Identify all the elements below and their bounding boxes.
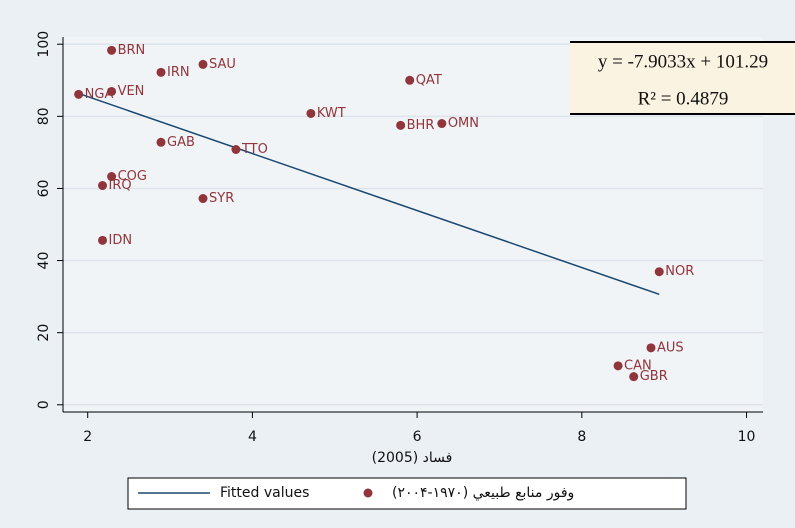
point-label: SAU <box>209 57 236 72</box>
point <box>437 119 447 129</box>
point <box>198 194 208 204</box>
x-tick-label: 8 <box>577 429 586 445</box>
point-label: CAN <box>624 358 652 373</box>
point <box>156 137 166 147</box>
point <box>654 267 664 277</box>
point-label: NGA <box>85 87 114 102</box>
point-label: IRN <box>167 65 190 80</box>
point <box>74 89 84 99</box>
legend-label: Fitted values <box>220 485 309 501</box>
point <box>98 235 108 245</box>
point <box>156 67 166 77</box>
y-tick-label: 0 <box>36 400 52 409</box>
point-label: NOR <box>665 264 694 279</box>
point-label: IDN <box>109 233 133 248</box>
x-axis-label: (2005) فساد <box>372 450 453 466</box>
point-label: GBR <box>640 369 668 384</box>
point-label: OMN <box>448 116 479 131</box>
y-tick-label: 40 <box>36 252 52 270</box>
r-squared: R² = 0.4879 <box>638 88 729 109</box>
point-label: BHR <box>407 118 435 133</box>
point-label: SYR <box>209 191 234 206</box>
point-label: GAB <box>167 135 195 150</box>
point <box>98 181 108 191</box>
point-label: IRQ <box>109 178 132 193</box>
y-tick-label: 80 <box>36 107 52 125</box>
point <box>231 145 241 154</box>
point-label: KWT <box>317 106 346 121</box>
x-tick-label: 6 <box>413 429 422 445</box>
point-label: BRN <box>118 43 146 58</box>
legend-marker <box>363 488 373 498</box>
point <box>107 172 117 182</box>
point <box>107 45 117 55</box>
equation: y = -7.9033x + 101.29 <box>598 51 768 72</box>
legend-items: Fitted values وفور منابع طبيعي (۱۹۷۰-۲۰۰۴… <box>138 485 574 501</box>
point <box>613 361 623 371</box>
equation-box <box>570 42 795 114</box>
point-label: AUS <box>657 340 684 355</box>
point-label: QAT <box>416 73 442 88</box>
x-tick-label: 10 <box>738 429 756 445</box>
y-tick-label: 60 <box>36 180 52 198</box>
point-label: TTO <box>241 142 268 157</box>
y-tick-label: 20 <box>36 324 52 342</box>
legend-label: وفور منابع طبيعي (۱۹۷۰-۲۰۰۴) <box>392 485 574 501</box>
point <box>646 343 656 353</box>
y-tick-label: 100 <box>36 31 52 58</box>
fitted-line <box>78 92 660 296</box>
point <box>396 120 406 130</box>
point <box>107 86 117 96</box>
point <box>405 75 415 85</box>
legend <box>127 477 687 510</box>
point-label: COG <box>118 169 147 184</box>
x-tick-label: 4 <box>248 429 257 445</box>
point <box>306 108 316 118</box>
point <box>629 372 639 382</box>
point <box>198 59 208 69</box>
point-label: VEN <box>118 84 145 99</box>
x-tick-label: 2 <box>83 429 92 445</box>
